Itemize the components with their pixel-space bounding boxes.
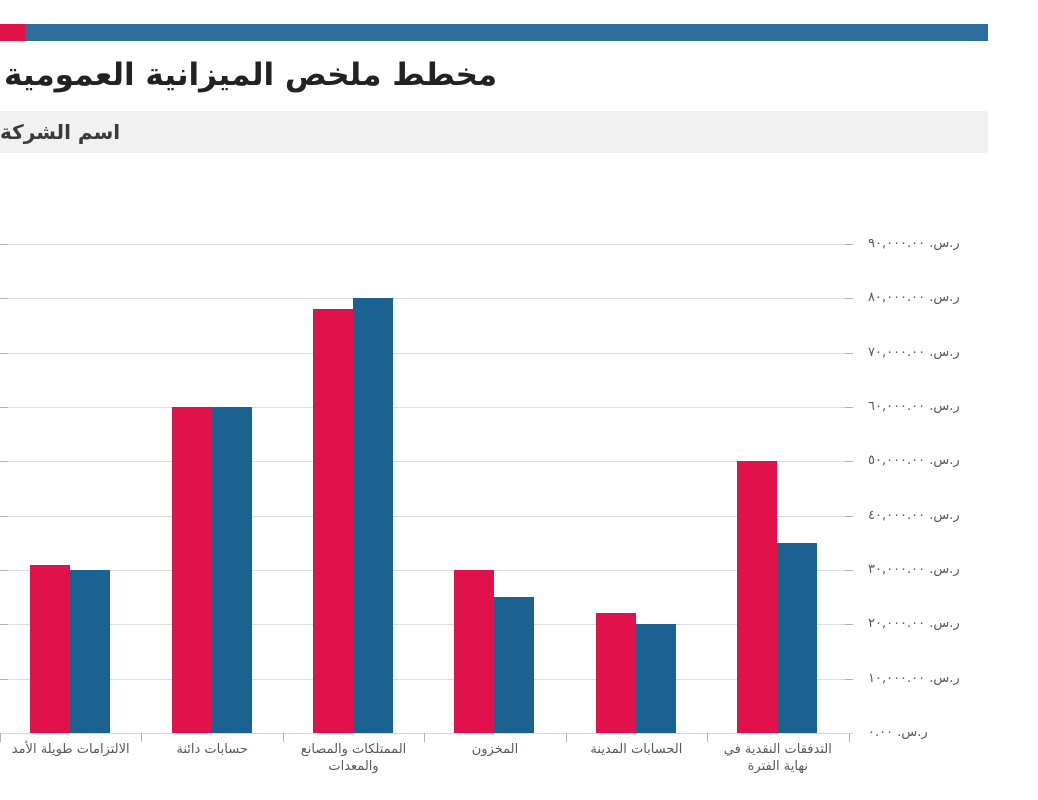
x-axis-category-label: الالتزامات طويلة الأمد [11, 742, 130, 757]
y-axis-tick-left [0, 298, 8, 300]
x-axis-tick [707, 733, 708, 742]
y-axis-tick-right [845, 352, 853, 354]
y-axis-tick-right [845, 407, 853, 409]
header-banner [0, 24, 988, 41]
gridline [0, 407, 853, 409]
company-name-cell[interactable]: اسم الشركة [0, 111, 988, 153]
y-axis-tick-label: ر.س. ٨٠,٠٠٠.٠٠ [868, 290, 960, 306]
bar-red-series[interactable] [30, 564, 71, 733]
bar-blue-series[interactable] [70, 570, 111, 733]
title-row: مخطط ملخص الميزانية العمومية [0, 46, 988, 104]
x-axis-line [0, 733, 853, 734]
bar-red-series[interactable] [313, 309, 354, 733]
y-axis-tick-left [0, 570, 8, 571]
y-axis-tick-left [0, 407, 8, 409]
y-axis-tick-right [845, 570, 853, 571]
x-axis-category-label: الحسابات المدينة [590, 742, 683, 757]
y-axis-tick-label: ر.س. ٢٠,٠٠٠.٠٠ [868, 616, 960, 632]
y-axis-tick-label: ر.س. ١٠,٠٠٠.٠٠ [868, 670, 960, 686]
gridline [0, 352, 853, 354]
company-name-label: اسم الشركة [0, 120, 121, 144]
bar-blue-series[interactable] [777, 542, 818, 733]
x-axis-tick [566, 733, 567, 742]
gridline [0, 570, 853, 571]
x-axis-category-label: التدفقات النقدية في نهاية الفترة [723, 742, 832, 774]
gridline [0, 244, 853, 246]
y-axis-tick-left [0, 461, 8, 463]
y-axis-tick-label: ر.س. ٣٠,٠٠٠.٠٠ [868, 562, 960, 577]
bar-red-series[interactable] [171, 407, 212, 733]
y-axis-tick-left [0, 678, 8, 680]
bar-red-series[interactable] [454, 570, 495, 733]
y-axis-tick-label: ر.س. ٠.٠٠ [868, 725, 928, 740]
y-axis-tick-left [0, 624, 8, 626]
bar-blue-series[interactable] [353, 298, 394, 733]
x-axis-tick [849, 733, 850, 742]
y-axis-tick-label: ر.س. ٥٠,٠٠٠.٠٠ [868, 453, 960, 469]
y-axis-tick-right [845, 515, 853, 517]
gridline [0, 678, 853, 680]
y-axis-tick-left [0, 352, 8, 354]
y-axis-tick-label: ر.س. ٦٠,٠٠٠.٠٠ [868, 399, 960, 415]
y-axis-tick-label: ر.س. ٩٠,٠٠٠.٠٠ [868, 236, 960, 252]
x-axis-tick [0, 733, 1, 742]
x-axis-category-label: المخزون [471, 742, 519, 757]
y-axis-tick-right [845, 298, 853, 300]
bar-blue-series[interactable] [211, 407, 252, 733]
y-axis-tick-label: ر.س. ٧٠,٠٠٠.٠٠ [868, 344, 960, 360]
x-axis-tick [141, 733, 142, 742]
bar-blue-series[interactable] [635, 624, 676, 733]
y-axis-tick-right [845, 461, 853, 463]
x-axis-tick [424, 733, 425, 742]
bar-red-series[interactable] [595, 613, 636, 733]
y-axis-tick-right [845, 624, 853, 626]
y-axis-tick-left [0, 244, 8, 246]
x-axis-category-label: الممتلكات والمصانع والمعدات [300, 742, 407, 774]
y-axis-tick-label: ر.س. ٤٠,٠٠٠.٠٠ [868, 507, 960, 523]
banner-red-accent [0, 24, 25, 41]
gridline [0, 461, 853, 463]
gridline [0, 298, 853, 300]
gridline [0, 515, 853, 517]
y-axis-tick-right [845, 678, 853, 680]
page-title: مخطط ملخص الميزانية العمومية [4, 57, 498, 93]
bar-blue-series[interactable] [494, 597, 535, 733]
x-axis-tick [283, 733, 284, 742]
banner-blue-bar [0, 24, 988, 41]
gridline [0, 624, 853, 626]
y-axis-tick-right [845, 244, 853, 246]
bar-red-series[interactable] [737, 461, 778, 733]
x-axis-category-label: حسابات دائنة [176, 742, 248, 757]
y-axis-tick-left [0, 515, 8, 517]
